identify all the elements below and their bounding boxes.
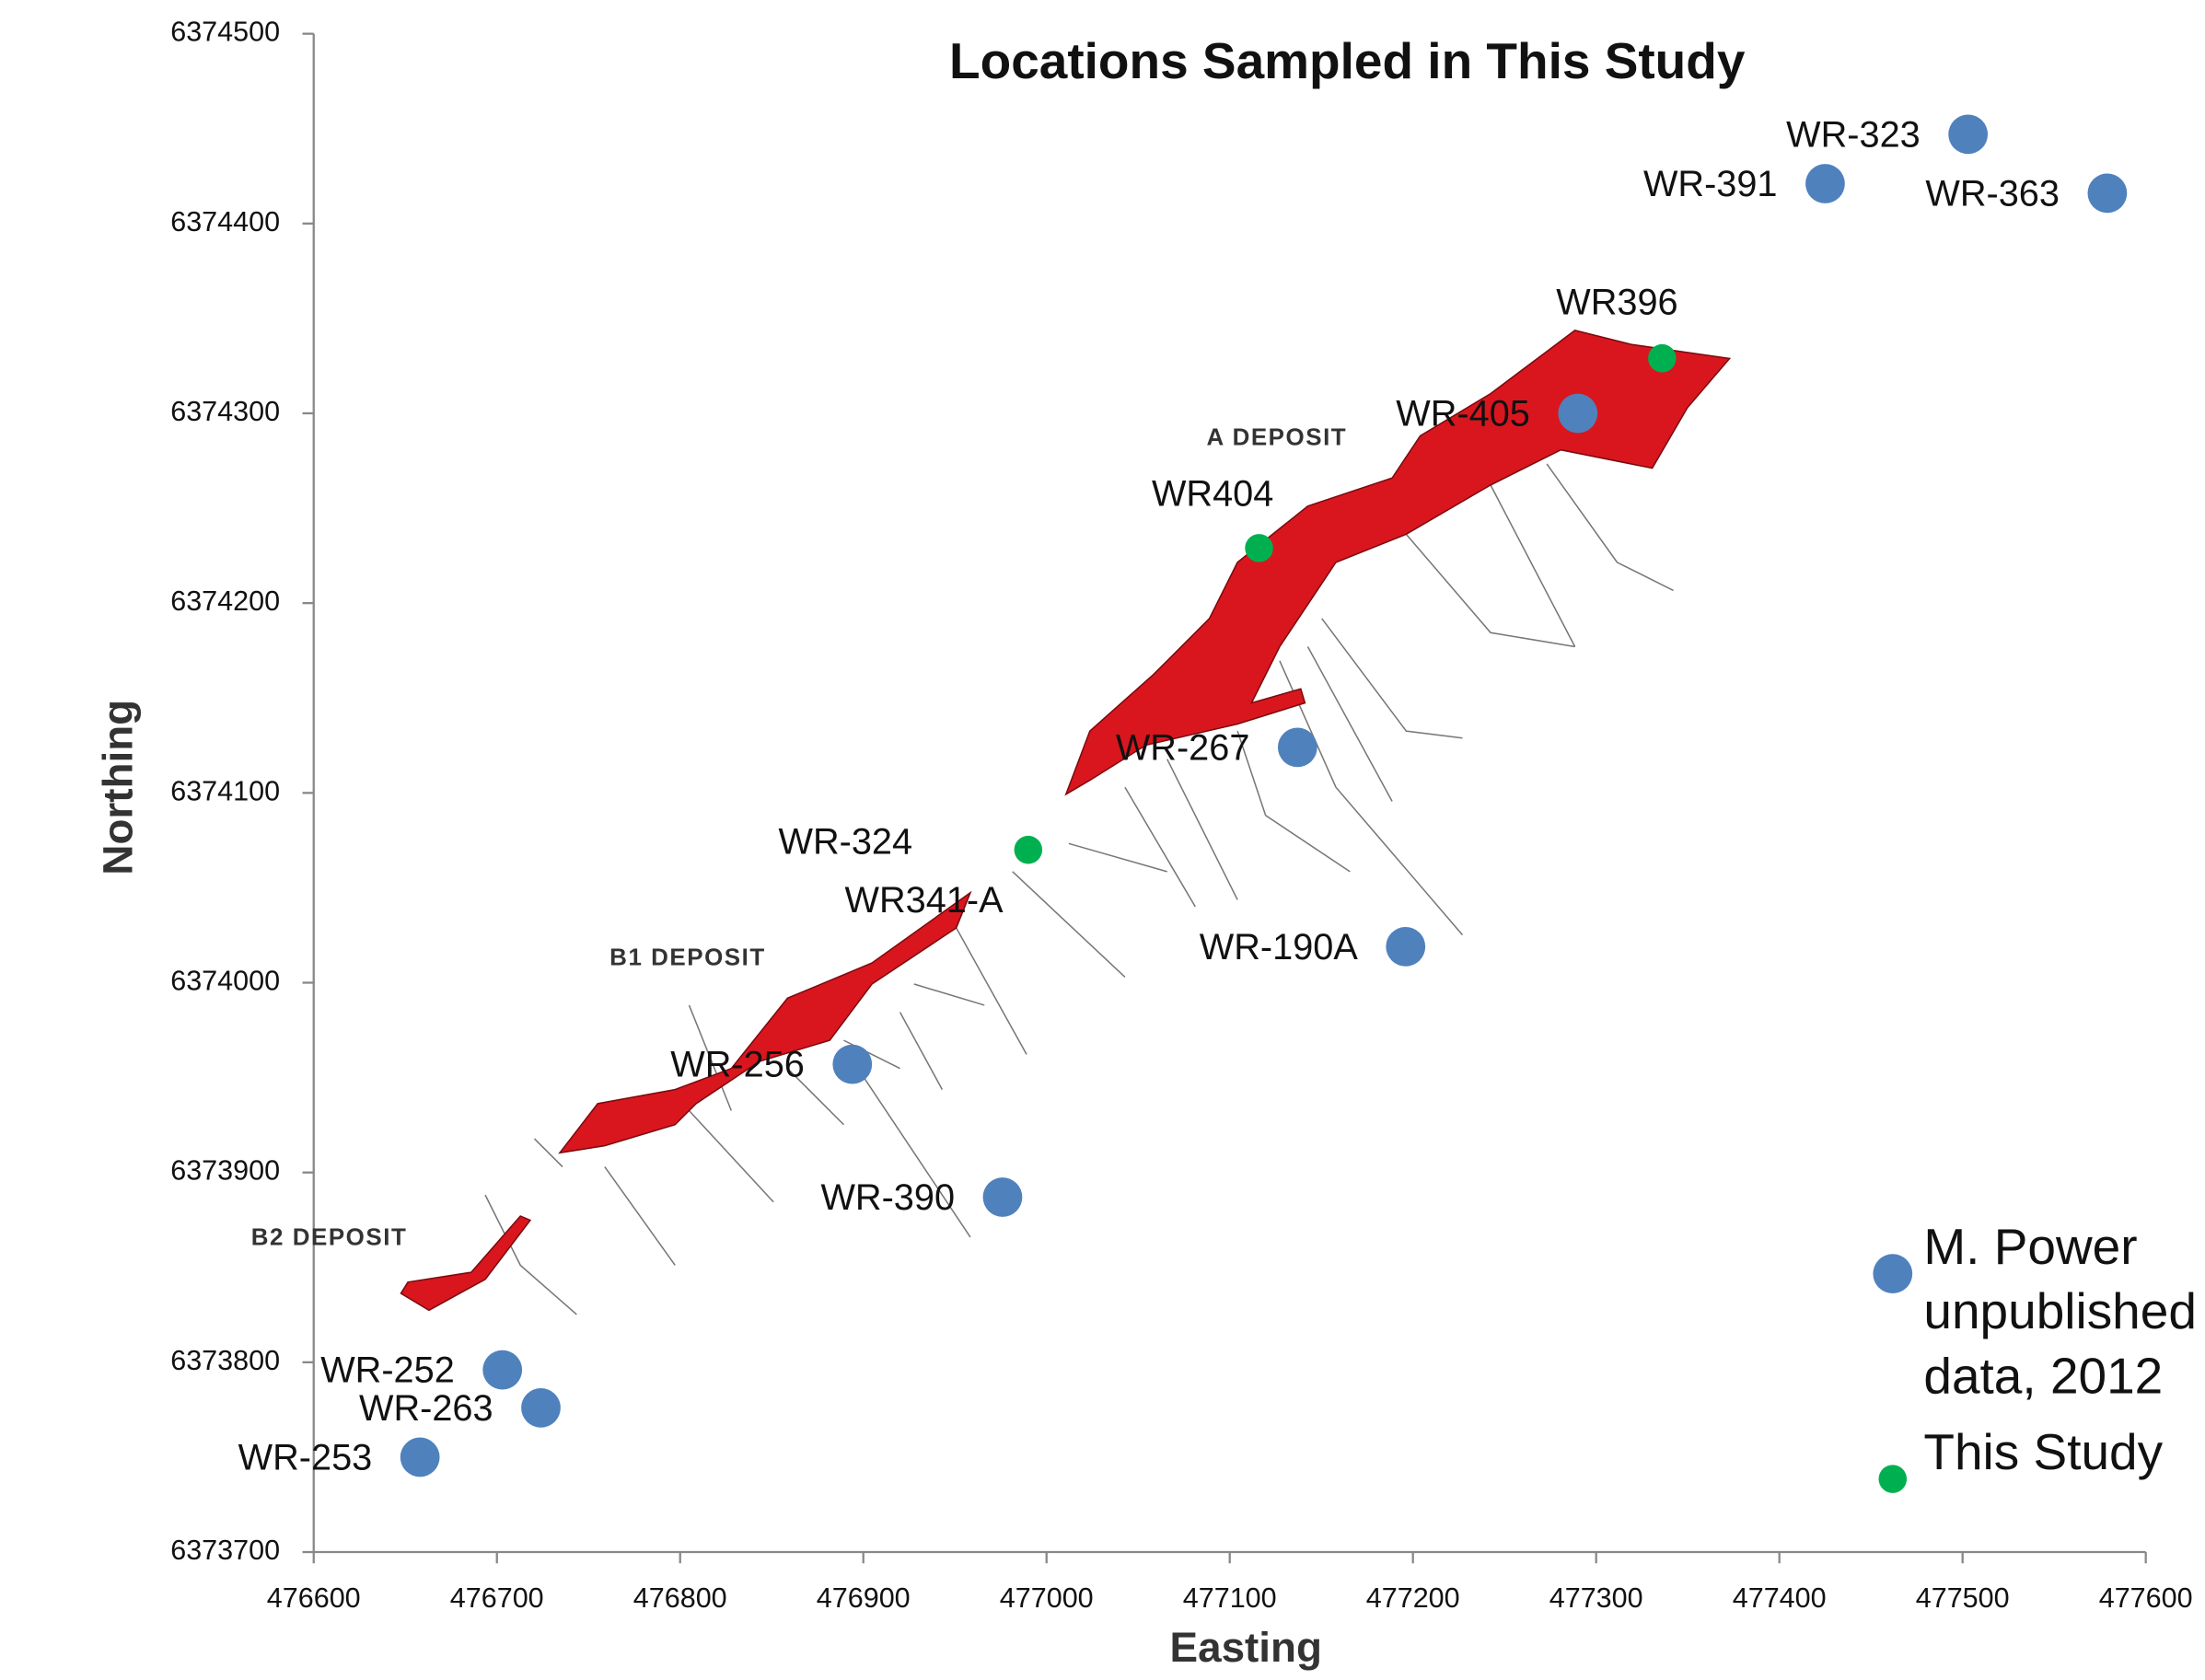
x-tick-label: 477600 (2099, 1582, 2193, 1614)
point-label: WR-256 (670, 1045, 805, 1085)
data-point (1245, 534, 1273, 562)
x-tick-label: 477000 (1000, 1582, 1094, 1614)
x-tick-label: 476800 (633, 1582, 727, 1614)
x-tick-label: 477300 (1549, 1582, 1643, 1614)
data-point (1558, 393, 1598, 434)
legend-entry: M. Power unpublished data, 2012 (1923, 1217, 2197, 1405)
point-label: WR-390 (820, 1177, 955, 1218)
legend-entry: This Study (1923, 1422, 2164, 1481)
y-axis-label: Northing (95, 700, 142, 875)
data-point (832, 1044, 873, 1084)
y-tick-label: 6374300 (170, 396, 280, 427)
x-tick-label: 477400 (1733, 1582, 1827, 1614)
x-axis-label: Easting (1170, 1624, 1322, 1671)
point-label: WR-405 (1396, 394, 1530, 434)
x-tick-label: 477100 (1183, 1582, 1277, 1614)
point-label: WR-252 (320, 1350, 455, 1391)
y-tick-label: 6374500 (170, 17, 280, 48)
point-label: WR404 (1152, 473, 1273, 514)
point-label: WR-267 (1116, 727, 1250, 768)
data-point (521, 1387, 561, 1428)
deposit-b2 (400, 1215, 532, 1312)
y-tick-label: 6373900 (170, 1155, 280, 1187)
deposit-map (400, 330, 1732, 1315)
legend-marker (1878, 1465, 1908, 1493)
drill-traces (484, 463, 1674, 1315)
x-tick-label: 476600 (267, 1582, 361, 1614)
annotation: A DEPOSIT (1207, 423, 1348, 450)
y-tick-label: 6374200 (170, 585, 280, 617)
annotation: B2 DEPOSIT (251, 1222, 408, 1250)
data-point (982, 1177, 1023, 1217)
annotation: B1 DEPOSIT (609, 943, 766, 970)
data-point (400, 1437, 440, 1477)
data-point (1014, 835, 1043, 864)
x-tick-label: 477500 (1916, 1582, 2010, 1614)
deposit-b1 (558, 890, 972, 1154)
point-label: WR396 (1556, 283, 1677, 323)
y-tick-label: 6374400 (170, 206, 280, 238)
x-tick-label: 477200 (1366, 1582, 1460, 1614)
data-point (1805, 164, 1845, 203)
y-tick-label: 6373700 (170, 1535, 280, 1566)
annotation: WR341-A (845, 880, 1004, 921)
y-tick-label: 6373800 (170, 1345, 280, 1376)
point-label: WR-190A (1200, 927, 1359, 967)
data-point (1277, 727, 1317, 768)
data-point (1648, 343, 1677, 373)
legend-marker (1873, 1254, 1913, 1294)
point-label: WR-391 (1643, 164, 1778, 204)
legend-label: M. Power unpublished data, 2012 (1923, 1217, 2197, 1405)
data-point (482, 1350, 523, 1390)
x-tick-label: 476900 (817, 1582, 911, 1614)
data-point (1386, 926, 1426, 967)
point-label: WR-253 (238, 1437, 373, 1477)
data-point (1948, 114, 1989, 155)
point-label: WR-263 (359, 1388, 493, 1429)
legend-label: This Study (1923, 1422, 2164, 1481)
data-point (2087, 173, 2128, 214)
point-label: WR-324 (779, 822, 913, 863)
y-tick-label: 6374000 (170, 966, 280, 997)
x-tick-label: 476700 (450, 1582, 544, 1614)
y-tick-label: 6374100 (170, 775, 280, 806)
chart-title: Locations Sampled in This Study (949, 32, 1746, 89)
point-label: WR-323 (1786, 114, 1921, 155)
point-label: WR-363 (1925, 173, 2060, 214)
